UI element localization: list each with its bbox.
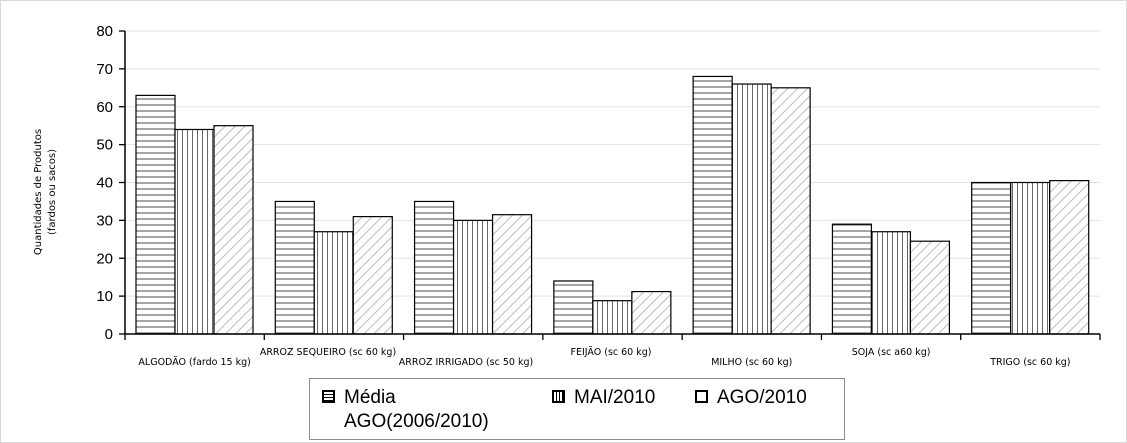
- legend-label-ago2010: AGO/2010: [717, 387, 807, 408]
- y-tick-label: 10: [96, 288, 113, 305]
- y-tick-label: 20: [96, 250, 113, 267]
- y-tick-label: 50: [96, 137, 113, 154]
- y-tick-label: 40: [96, 175, 113, 192]
- x-tick-label: TRIGO (sc 60 kg): [989, 357, 1070, 368]
- y-tick-label: 30: [96, 212, 113, 229]
- y-tick-label: 0: [105, 326, 113, 343]
- legend-swatch-horizontal: [322, 390, 335, 403]
- bar-ago2010: [631, 290, 672, 335]
- legend-label-media-line1: Média: [344, 387, 396, 408]
- x-tick-label: MILHO (sc 60 kg): [711, 357, 792, 368]
- axes: [119, 30, 1101, 340]
- y-tick-label: 80: [96, 23, 113, 40]
- legend-item-mai2010: MAI/2010: [552, 386, 655, 410]
- x-tick-label: FEIJÃO (sc 60 kg): [571, 347, 652, 358]
- bar-media: [553, 280, 594, 335]
- bar-media: [135, 94, 176, 335]
- y-axis-label-line2: (fardos ou sacos): [47, 149, 58, 235]
- x-tick-label: ARROZ SEQUEIRO (sc 60 kg): [260, 347, 396, 358]
- legend-label-media-line2: AGO(2006/2010): [344, 411, 489, 432]
- y-axis-label-line1: Quantidades de Produtos: [33, 129, 44, 255]
- gridlines: [125, 30, 1100, 297]
- bar-ago2010: [352, 215, 393, 335]
- legend-swatch-diagonal: [695, 390, 708, 403]
- bars: [135, 75, 1090, 335]
- bar-mai2010: [592, 300, 633, 335]
- legend: Média AGO(2006/2010) MAI/2010 AGO/2010: [309, 378, 845, 440]
- bar-media: [831, 223, 873, 335]
- y-tick-labels: 0 10 20 30 40 50 60 70 80: [96, 23, 113, 343]
- bar-mai2010: [452, 219, 494, 335]
- bar-ago2010: [909, 240, 951, 335]
- bar-ago2010: [491, 214, 533, 335]
- y-tick-label: 70: [96, 61, 113, 78]
- y-tick-label: 60: [96, 99, 113, 116]
- bar-mai2010: [870, 231, 912, 335]
- x-tick-label: SOJA (sc a60 kg): [852, 347, 931, 358]
- legend-item-ago2010: AGO/2010: [695, 386, 807, 410]
- legend-label-mai2010: MAI/2010: [574, 387, 656, 408]
- bar-mai2010: [1010, 181, 1051, 335]
- bar-ago2010: [1049, 180, 1090, 335]
- x-tick-label: ALGODÃO (fardo 15 kg): [138, 357, 250, 368]
- bar-mai2010: [313, 231, 354, 335]
- bar-media: [692, 75, 733, 335]
- x-tick-label: ARROZ IRRIGADO (sc 50 kg): [399, 357, 533, 368]
- legend-swatch-vertical: [552, 390, 565, 403]
- legend-item-media: Média AGO(2006/2010): [322, 386, 489, 434]
- x-tick-labels: ALGODÃO (fardo 15 kg) ARROZ SEQUEIRO (sc …: [138, 347, 1070, 368]
- bar-media: [971, 181, 1012, 335]
- bar-ago2010: [213, 125, 254, 335]
- bar-mai2010: [731, 83, 772, 335]
- bar-media: [274, 200, 315, 335]
- bar-ago2010: [770, 87, 811, 335]
- bar-mai2010: [174, 128, 215, 335]
- bar-media: [413, 200, 455, 335]
